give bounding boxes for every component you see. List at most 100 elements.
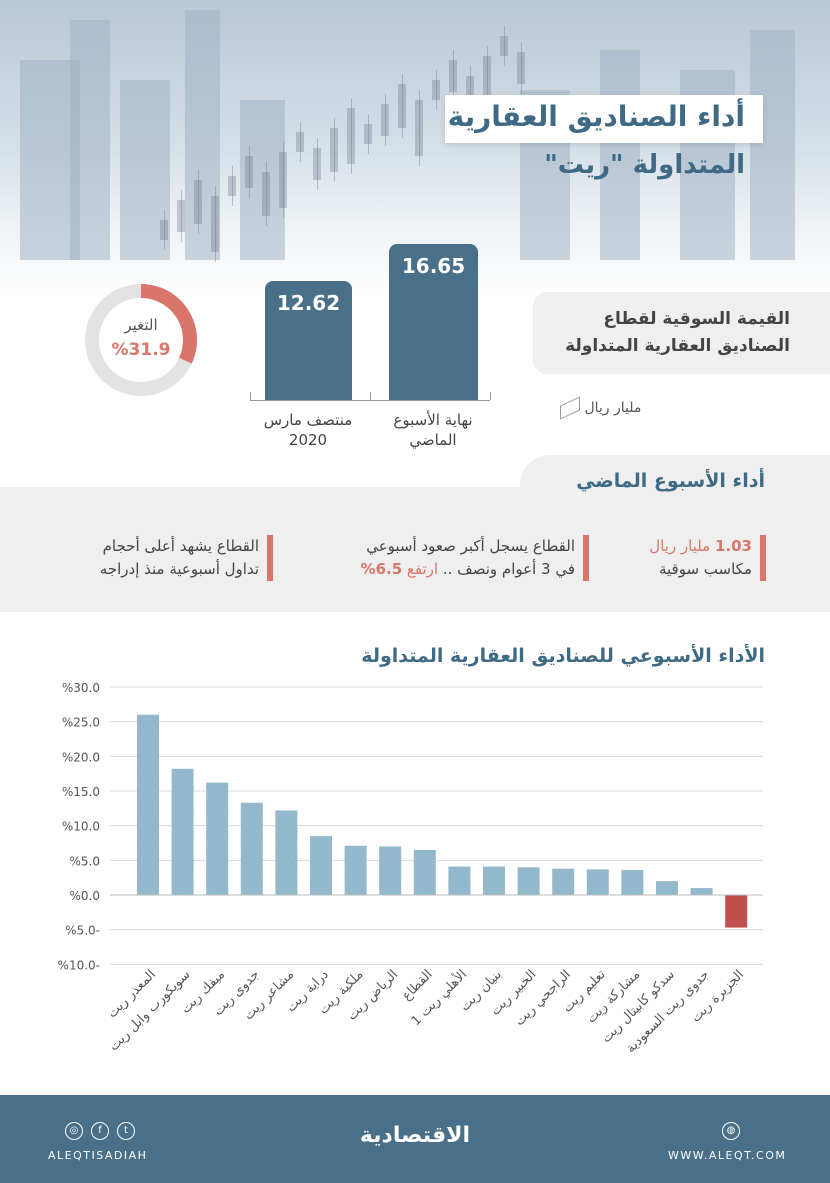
candle-wick (249, 146, 250, 198)
candle (432, 80, 440, 100)
candle (313, 148, 321, 180)
axis-tick (250, 392, 251, 400)
candle-wick (504, 26, 505, 66)
week-title: أداء الأسبوع الماضي (576, 470, 765, 492)
candle-wick (385, 94, 386, 146)
week-item-gains: 1.03 مليار ريال مكاسب سوقية (649, 535, 766, 581)
change-value: %31.9 (112, 340, 171, 360)
y-tick-label: %10.0 (62, 820, 100, 834)
bar-5 (275, 810, 298, 895)
change-label: التغير (123, 316, 157, 334)
candle-wick (232, 166, 233, 206)
market-value-panel (533, 292, 830, 374)
y-tick-label: %20.0 (62, 750, 100, 764)
market-value-label: القيمة السوقية لقطاع الصناديق العقارية ال… (565, 309, 790, 356)
candle-wick (453, 50, 454, 102)
y-tick-label: %5.0 (70, 854, 101, 868)
candle (245, 156, 253, 188)
instagram-icon[interactable]: ◎ (65, 1122, 83, 1140)
candle (381, 104, 389, 136)
donut-change-arc (85, 284, 197, 396)
bar-16 (656, 881, 678, 895)
candle-wick (368, 114, 369, 154)
bar-4 (240, 802, 263, 895)
candle-wick (283, 142, 284, 218)
candle-wick (215, 186, 216, 262)
bar-12 (517, 867, 540, 895)
candle (228, 176, 236, 196)
page-subtitle: المتداولة "ريت" (544, 150, 745, 180)
candle (517, 52, 525, 84)
change-donut: التغير %31.9 (85, 284, 197, 396)
y-tick-label: %15.0 (62, 785, 100, 799)
y-tick-label: %25.0 (62, 716, 100, 730)
twitter-icon[interactable]: t (117, 1122, 135, 1140)
building (600, 50, 640, 260)
week-item-volume: القطاع يشهد أعلى أحجام تداول أسبوعية منذ… (100, 535, 273, 581)
bar-2 (171, 768, 194, 895)
bar-mid-march: 12.62 (265, 281, 352, 400)
candle-wick (164, 210, 165, 250)
logo: الاقتصادية (359, 1123, 471, 1148)
facebook-icon[interactable]: f (91, 1122, 109, 1140)
building (240, 100, 285, 260)
web-icon[interactable]: ◍ (722, 1122, 740, 1140)
social-handle[interactable]: ALEQTISADIAH (48, 1149, 148, 1162)
weekly-performance-chart: %30.0 %25.0 %20.0 %15.0 %10.0 %5.0 %0.0 %5.0- %1… (58, 681, 763, 1056)
page-title: أداء الصناديق العقارية (447, 100, 745, 133)
candle-wick (351, 98, 352, 174)
candle-wick (266, 162, 267, 226)
candle-wick (334, 118, 335, 182)
candle (160, 220, 168, 240)
bar-9 (413, 849, 436, 895)
building (70, 20, 110, 260)
title-box (445, 95, 763, 143)
axis-tick (490, 392, 491, 400)
candle (398, 84, 406, 128)
candle-wick (317, 138, 318, 190)
bar-label-mid-march: منتصف مارس 2020 (263, 411, 353, 449)
bar-17 (690, 888, 713, 895)
candle-wick (436, 70, 437, 110)
bar-last-week: 16.65 (389, 244, 478, 400)
bar-10 (448, 866, 471, 895)
website-link[interactable]: WWW.ALEQT.COM (668, 1149, 787, 1162)
bar-1 (137, 714, 159, 895)
candle (279, 152, 287, 208)
candle (330, 128, 338, 172)
candle-wick (402, 74, 403, 138)
building (120, 80, 170, 260)
bar-11 (483, 866, 505, 895)
bar-value: 16.65 (401, 254, 466, 278)
footer: ◎ f t ALEQTISADIAH الاقتصادية ◍ WWW.ALEQ… (0, 1095, 830, 1183)
axis-tick (370, 392, 371, 400)
bar-value: 12.62 (276, 291, 341, 315)
bar-8 (379, 846, 402, 895)
unit-label: مليار ريال (560, 396, 641, 420)
y-tick-label: %30.0 (62, 681, 100, 695)
bar-label-last-week: نهاية الأسبوع الماضي (393, 411, 473, 449)
bar-3 (206, 782, 229, 895)
candle-wick (181, 190, 182, 242)
candle (449, 60, 457, 92)
hero-background (0, 0, 830, 300)
building (185, 10, 220, 260)
candle-wick (487, 46, 488, 122)
bar-13 (552, 868, 575, 895)
candle-wick (521, 42, 522, 94)
candle-wick (198, 170, 199, 234)
bar-15 (621, 870, 644, 895)
candle (177, 200, 185, 232)
bar-18 (725, 895, 748, 928)
bar-6 (310, 836, 332, 895)
candle-wick (419, 90, 420, 166)
candle (483, 56, 491, 112)
candle (211, 196, 219, 252)
bar-14 (586, 869, 609, 895)
axis-line (250, 400, 490, 401)
week-item-rise: القطاع يسجل أكبر صعود أسبوعي في 3 أعوام … (361, 535, 589, 581)
candle (347, 108, 355, 164)
week-panel-tab (520, 455, 830, 495)
candle (500, 36, 508, 56)
candle (194, 180, 202, 224)
